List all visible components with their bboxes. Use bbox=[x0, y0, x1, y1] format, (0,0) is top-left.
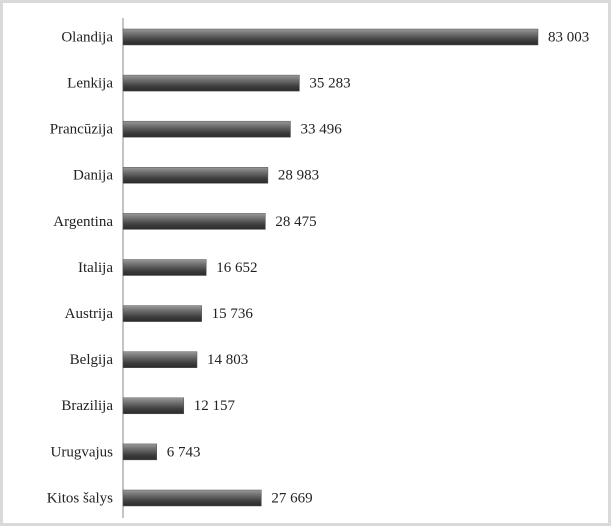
value-label: 83 003 bbox=[548, 29, 589, 45]
value-label: 35 283 bbox=[309, 76, 350, 92]
value-label: 16 652 bbox=[216, 260, 257, 276]
bar bbox=[122, 443, 157, 461]
bar bbox=[122, 120, 291, 138]
value-label: 12 157 bbox=[194, 398, 236, 414]
bar bbox=[122, 213, 266, 230]
value-label: 15 736 bbox=[212, 306, 254, 322]
category-label: Kitos šalys bbox=[47, 490, 113, 506]
bar bbox=[122, 489, 262, 507]
value-label: 27 669 bbox=[271, 490, 312, 506]
category-label: Belgija bbox=[70, 352, 114, 368]
category-label: Brazilija bbox=[61, 398, 113, 414]
value-label: 28 475 bbox=[275, 214, 316, 230]
category-label: Italija bbox=[78, 260, 113, 276]
category-label: Argentina bbox=[53, 214, 113, 230]
value-label: 6 743 bbox=[167, 444, 201, 460]
bar bbox=[122, 167, 269, 184]
category-label: Prancūzija bbox=[50, 122, 114, 138]
bar bbox=[122, 351, 198, 368]
bar bbox=[122, 259, 207, 276]
category-label: Urugvajus bbox=[51, 444, 114, 460]
bar bbox=[122, 305, 202, 322]
category-label: Danija bbox=[73, 168, 113, 184]
bar bbox=[122, 28, 539, 46]
bar bbox=[122, 74, 300, 92]
value-label: 28 983 bbox=[278, 168, 319, 184]
category-label: Austrija bbox=[65, 306, 114, 322]
value-label: 14 803 bbox=[207, 352, 248, 368]
category-label: Olandija bbox=[61, 29, 113, 45]
bar bbox=[122, 397, 185, 415]
category-label: Lenkija bbox=[67, 76, 113, 92]
value-label: 33 496 bbox=[300, 122, 342, 138]
